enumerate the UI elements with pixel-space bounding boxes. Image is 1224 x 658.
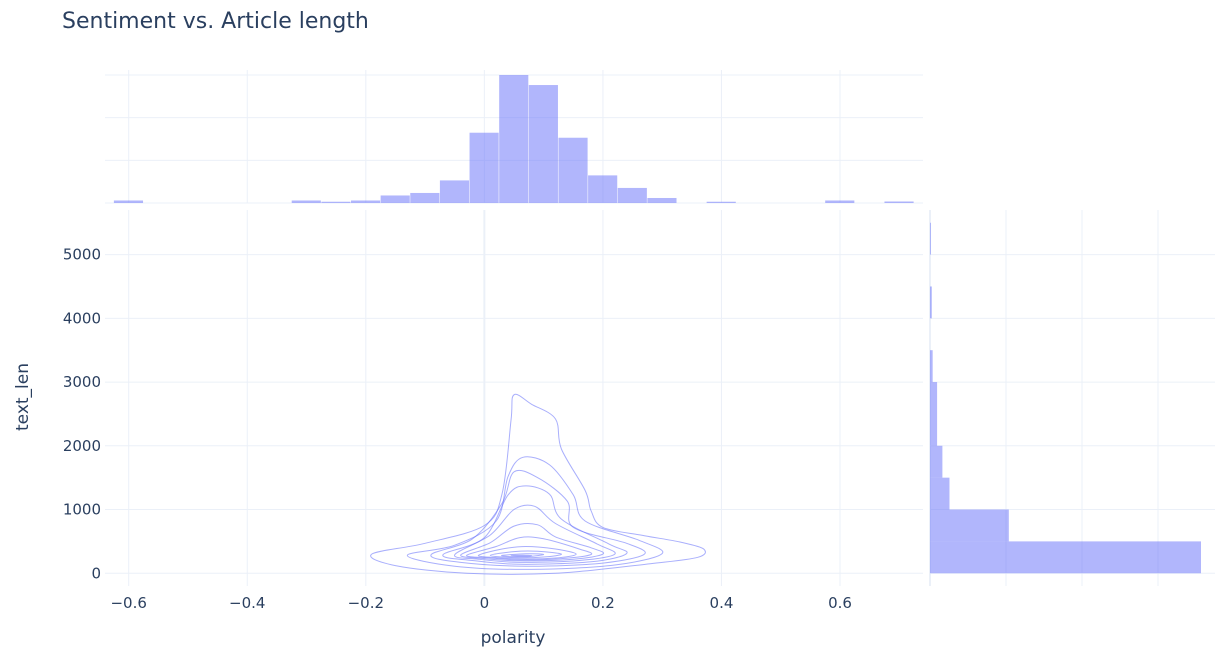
right-histogram-bar: [930, 509, 1009, 542]
density-contour-line: [510, 554, 533, 557]
x-tick-label: 0.2: [591, 594, 615, 612]
chart-title: Sentiment vs. Article length: [62, 9, 369, 34]
y-tick-label: 0: [91, 564, 101, 582]
density-contour-line: [430, 469, 646, 567]
right-histogram-bar: [930, 477, 950, 510]
density-contour-line: [454, 504, 616, 563]
top-histogram-bar: [617, 187, 647, 203]
y-tick-label: 1000: [63, 501, 101, 519]
x-tick-label: −0.6: [110, 594, 146, 612]
x-axis-title: polarity: [481, 628, 546, 648]
top-histogram-bar: [321, 201, 351, 203]
x-tick-label: −0.4: [229, 594, 265, 612]
right-histogram-bar: [930, 286, 932, 319]
y-tick-label: 3000: [63, 373, 101, 391]
y-tick-label: 2000: [63, 437, 101, 455]
y-tick-label: 4000: [63, 309, 101, 327]
x-tick-label: 0.6: [828, 594, 852, 612]
density-contour-line: [477, 545, 577, 560]
right-histogram-bar: [930, 382, 938, 446]
right-histogram-bar: [930, 350, 933, 383]
top-histogram-bar: [380, 195, 410, 203]
main-plot-grid: [105, 210, 923, 586]
top-histogram: [113, 75, 914, 203]
right-histogram-bar: [930, 222, 931, 255]
y-axis-ticks: 0 1000 2000 3000 4000 5000: [63, 246, 101, 583]
top-histogram-bar: [558, 137, 588, 203]
x-tick-label: 0.4: [710, 594, 734, 612]
y-axis-title: text_len: [13, 363, 33, 431]
density-contour-line: [442, 485, 628, 565]
x-axis-ticks: −0.6 −0.4 −0.2 0 0.2 0.4 0.6: [110, 594, 851, 612]
density-contour-line: [501, 553, 545, 558]
top-histogram-bar: [113, 200, 144, 203]
right-histogram: [930, 222, 1201, 574]
density-contour-line: [370, 393, 706, 575]
top-histogram-bar: [291, 200, 321, 203]
top-histogram-bar: [528, 85, 558, 203]
density-contours: [370, 393, 706, 575]
x-tick-label: −0.2: [348, 594, 384, 612]
top-histogram-bar: [647, 197, 677, 203]
top-histogram-bar: [825, 200, 855, 203]
top-histogram-bar: [350, 200, 381, 203]
x-tick-label: 0: [480, 594, 490, 612]
top-histogram-bar: [439, 180, 470, 203]
top-histogram-bar: [469, 132, 499, 203]
top-histogram-bar: [588, 175, 618, 203]
right-histogram-bar: [930, 445, 943, 478]
top-histogram-bar: [499, 75, 529, 203]
density-contour-line: [460, 523, 605, 562]
top-histogram-bar: [884, 201, 914, 203]
density-contour-line: [406, 456, 664, 570]
top-histogram-bar: [706, 201, 736, 203]
density-contour-line: [489, 550, 562, 559]
y-tick-label: 5000: [63, 246, 101, 264]
right-histogram-bar: [930, 541, 1201, 574]
top-histogram-bar: [410, 192, 440, 203]
density-contour-line: [466, 536, 593, 561]
